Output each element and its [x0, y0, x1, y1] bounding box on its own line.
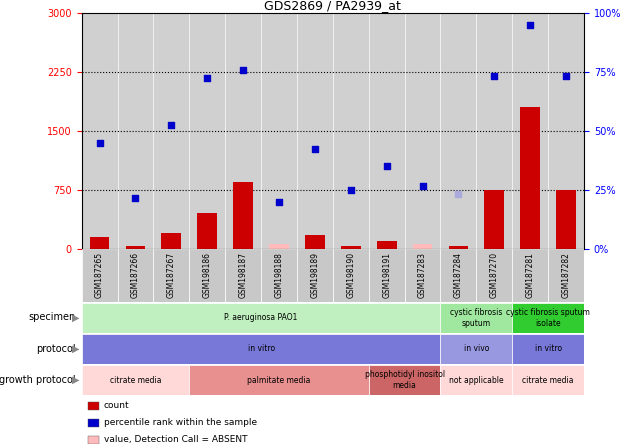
Point — [95, 139, 105, 147]
Text: GSM187265: GSM187265 — [95, 252, 104, 298]
Text: citrate media: citrate media — [110, 376, 161, 385]
Bar — [413, 244, 433, 249]
Point — [310, 145, 320, 152]
Text: GSM187284: GSM187284 — [454, 252, 463, 298]
Bar — [269, 244, 289, 249]
Text: not applicable: not applicable — [449, 376, 504, 385]
Bar — [82, 365, 189, 395]
Bar — [341, 246, 360, 249]
Text: palmitate media: palmitate media — [247, 376, 311, 385]
Bar — [82, 303, 440, 333]
Text: GSM187266: GSM187266 — [131, 252, 140, 298]
Text: GSM198186: GSM198186 — [203, 252, 212, 298]
Bar — [82, 249, 117, 302]
Text: GSM198190: GSM198190 — [346, 252, 355, 298]
Bar — [377, 241, 396, 249]
Point — [238, 67, 248, 74]
Bar — [440, 303, 512, 333]
Bar — [233, 182, 253, 249]
Bar — [126, 246, 145, 249]
Bar — [297, 249, 333, 302]
Point — [561, 72, 571, 79]
Text: growth protocol: growth protocol — [0, 375, 75, 385]
Bar — [477, 249, 512, 302]
Point — [418, 182, 428, 190]
Bar — [369, 365, 440, 395]
Bar — [189, 249, 225, 302]
Bar — [305, 235, 325, 249]
Bar — [197, 214, 217, 249]
Text: citrate media: citrate media — [522, 376, 574, 385]
Text: GSM187267: GSM187267 — [167, 252, 176, 298]
Text: percentile rank within the sample: percentile rank within the sample — [104, 418, 257, 427]
Point — [525, 22, 535, 29]
Text: in vitro: in vitro — [247, 345, 274, 353]
Text: P. aeruginosa PAO1: P. aeruginosa PAO1 — [224, 313, 298, 322]
Text: phosphotidyl inositol
media: phosphotidyl inositol media — [364, 370, 445, 390]
Bar — [512, 365, 584, 395]
Bar — [484, 190, 504, 249]
Text: GSM198189: GSM198189 — [310, 252, 320, 298]
Text: ▶: ▶ — [72, 344, 80, 353]
Bar — [512, 249, 548, 302]
Text: protocol: protocol — [36, 344, 75, 353]
Point — [166, 122, 176, 129]
Text: cystic fibrosis
sputum: cystic fibrosis sputum — [450, 308, 502, 328]
Bar — [512, 334, 584, 364]
Text: GSM198187: GSM198187 — [239, 252, 247, 298]
Text: in vitro: in vitro — [534, 345, 561, 353]
Bar — [225, 249, 261, 302]
Text: GSM198191: GSM198191 — [382, 252, 391, 298]
Text: GSM198188: GSM198188 — [274, 252, 283, 298]
Text: cystic fibrosis sputum
isolate: cystic fibrosis sputum isolate — [506, 308, 590, 328]
Point — [453, 190, 463, 197]
Bar — [440, 365, 512, 395]
Point — [131, 194, 141, 201]
Point — [202, 75, 212, 82]
Bar — [369, 249, 404, 302]
Text: specimen: specimen — [28, 313, 75, 322]
Point — [346, 186, 356, 194]
Bar — [161, 233, 181, 249]
Bar — [404, 249, 440, 302]
Bar — [448, 246, 468, 249]
Point — [382, 163, 392, 170]
Bar — [261, 249, 297, 302]
Text: ▶: ▶ — [72, 313, 80, 322]
Bar — [521, 107, 540, 249]
Bar — [556, 190, 576, 249]
Text: GSM187282: GSM187282 — [561, 252, 571, 298]
Text: in vivo: in vivo — [463, 345, 489, 353]
Bar — [153, 249, 189, 302]
Text: GSM187281: GSM187281 — [526, 252, 534, 298]
Point — [489, 72, 499, 79]
Bar — [117, 249, 153, 302]
Point — [274, 198, 284, 205]
Bar — [548, 249, 584, 302]
Bar — [333, 249, 369, 302]
Bar — [189, 365, 369, 395]
Bar — [82, 334, 440, 364]
Title: GDS2869 / PA2939_at: GDS2869 / PA2939_at — [264, 0, 401, 12]
Bar — [440, 334, 512, 364]
Text: GSM187270: GSM187270 — [490, 252, 499, 298]
Text: GSM187283: GSM187283 — [418, 252, 427, 298]
Bar — [512, 303, 584, 333]
Text: count: count — [104, 401, 129, 410]
Text: value, Detection Call = ABSENT: value, Detection Call = ABSENT — [104, 435, 247, 444]
Text: ▶: ▶ — [72, 375, 80, 385]
Bar — [440, 249, 477, 302]
Bar — [90, 237, 109, 249]
